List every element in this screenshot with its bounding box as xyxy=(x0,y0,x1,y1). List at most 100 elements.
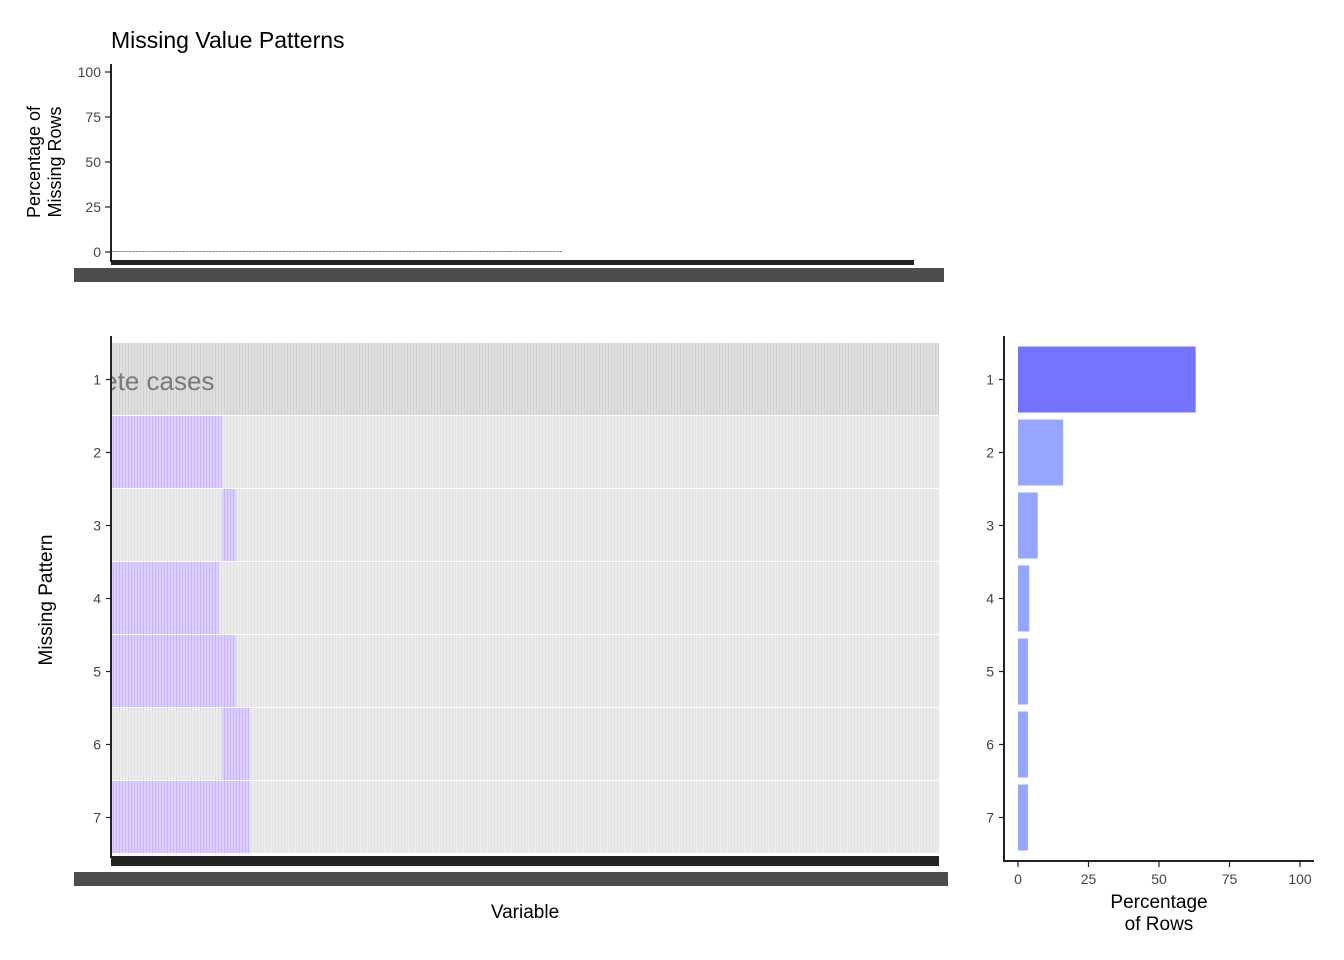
top-variable-bar xyxy=(452,251,456,252)
top-variable-bar xyxy=(425,251,429,252)
top-variable-bar xyxy=(459,251,462,252)
top-variable-bar xyxy=(539,251,543,252)
top-variable-bar xyxy=(175,251,179,252)
pattern-frequency-bar-2 xyxy=(1018,419,1064,486)
top-variable-bar xyxy=(422,251,426,252)
top-variable-bar xyxy=(479,251,482,252)
main-y-tick-label: 2 xyxy=(93,445,101,461)
top-variable-bar xyxy=(535,251,539,252)
side-x-tick-label: 25 xyxy=(1081,871,1097,887)
top-variable-bar xyxy=(435,251,439,252)
pattern-row-1-observed xyxy=(112,343,939,415)
side-x-tick-label: 100 xyxy=(1288,871,1312,887)
top-variable-bar xyxy=(465,251,469,252)
top-variable-bar xyxy=(362,251,366,252)
top-variable-bar xyxy=(265,251,269,252)
top-variable-bar xyxy=(178,251,182,252)
top-variable-bar xyxy=(509,251,512,252)
top-variable-bar xyxy=(382,251,386,252)
side-y-tick-label: 7 xyxy=(986,810,994,826)
top-x-axis-tick-band xyxy=(111,260,914,265)
side-y-tick-label: 5 xyxy=(986,664,994,680)
top-variable-bar xyxy=(255,251,259,252)
top-variable-bar xyxy=(542,251,546,252)
top-variable-bar xyxy=(515,251,519,252)
top-variable-bar xyxy=(152,251,155,252)
top-variable-bar xyxy=(238,251,242,252)
top-variable-bar xyxy=(385,251,389,252)
top-variable-bar xyxy=(218,251,222,252)
top-variable-bar xyxy=(375,251,379,252)
top-variable-bar xyxy=(288,251,292,252)
top-variable-bar xyxy=(278,251,282,252)
top-y-axis-label: Percentage ofMissing Rows xyxy=(24,105,65,218)
pattern-frequency-bar-7 xyxy=(1018,784,1028,851)
top-variable-bar xyxy=(519,251,523,252)
top-variable-bar xyxy=(415,251,419,252)
pattern-row-5-observed xyxy=(112,635,939,707)
main-y-tick-label: 7 xyxy=(93,810,101,826)
side-y-tick-label: 4 xyxy=(986,591,994,607)
top-variable-bar xyxy=(168,251,172,252)
top-variable-bar xyxy=(495,251,499,252)
top-y-tick-label: 50 xyxy=(85,154,101,170)
pattern-row-3-observed xyxy=(112,489,939,561)
top-variable-bar xyxy=(122,251,125,252)
top-variable-bar xyxy=(529,251,533,252)
top-variable-bar xyxy=(308,251,312,252)
pattern-row-2-missing-block xyxy=(112,416,223,488)
top-variable-bar xyxy=(342,251,346,252)
top-variable-bar xyxy=(182,251,185,252)
top-variable-bar xyxy=(258,251,262,252)
top-missing-percentage-panel: 0 25 50 75 100 Percentage ofMissing Rows xyxy=(24,64,944,282)
top-variable-bar xyxy=(145,251,149,252)
side-y-tick-label: 2 xyxy=(986,445,994,461)
top-variable-bar xyxy=(298,251,302,252)
top-variable-bar xyxy=(502,251,506,252)
pattern-row-4-missing-block xyxy=(112,562,219,634)
top-variable-bar xyxy=(409,251,412,252)
side-x-tick-label: 50 xyxy=(1151,871,1167,887)
top-variable-bar xyxy=(545,251,549,252)
top-variable-bar xyxy=(305,251,309,252)
main-y-axis-label: Missing Pattern xyxy=(36,535,57,666)
top-variable-bar xyxy=(275,251,279,252)
top-variable-bar xyxy=(125,251,129,252)
top-variable-bar xyxy=(372,251,376,252)
side-y-tick-label: 6 xyxy=(986,737,994,753)
side-y-tick-label: 1 xyxy=(986,372,994,388)
top-variable-bar xyxy=(225,251,229,252)
top-variable-bar xyxy=(135,251,139,252)
top-x-tick-labels-overlap xyxy=(74,268,944,282)
top-variable-bar xyxy=(559,251,563,252)
top-variable-bar xyxy=(522,251,526,252)
top-variable-bar xyxy=(365,251,369,252)
top-variable-bar xyxy=(405,251,409,252)
top-variable-bar xyxy=(462,251,466,252)
top-variable-bar xyxy=(449,251,452,252)
main-x-tick-labels-overlap xyxy=(74,872,948,886)
top-variable-bar xyxy=(295,251,299,252)
top-variable-bar xyxy=(368,251,372,252)
top-variable-bar xyxy=(389,251,392,252)
top-variable-bar xyxy=(252,251,256,252)
top-variable-bar xyxy=(455,251,459,252)
top-variable-bar xyxy=(138,251,142,252)
top-variable-bar xyxy=(115,251,119,252)
pattern-row-7-missing-block xyxy=(112,781,250,853)
top-variable-bar xyxy=(489,251,492,252)
pattern-frequency-panel: 1 2 3 4 5 6 7 0 25 50 75 100 Percentage of Rows xyxy=(986,336,1314,935)
top-variable-bar xyxy=(235,251,239,252)
top-variable-bar xyxy=(505,251,509,252)
pattern-row-6-missing-block xyxy=(222,708,250,780)
top-variable-bar xyxy=(429,251,432,252)
top-variable-bar xyxy=(472,251,476,252)
main-x-axis-tick-band xyxy=(111,856,939,866)
missing-pattern-heatmap-panel: 1 2 3 4 5 6 7 Complete cases Variable Missing Pat… xyxy=(36,336,948,923)
top-variable-bar xyxy=(338,251,342,252)
top-variable-bar xyxy=(395,251,399,252)
top-variable-bar xyxy=(475,251,479,252)
main-y-tick-label: 4 xyxy=(93,591,101,607)
top-variable-bar xyxy=(439,251,442,252)
top-variable-bar xyxy=(412,251,416,252)
